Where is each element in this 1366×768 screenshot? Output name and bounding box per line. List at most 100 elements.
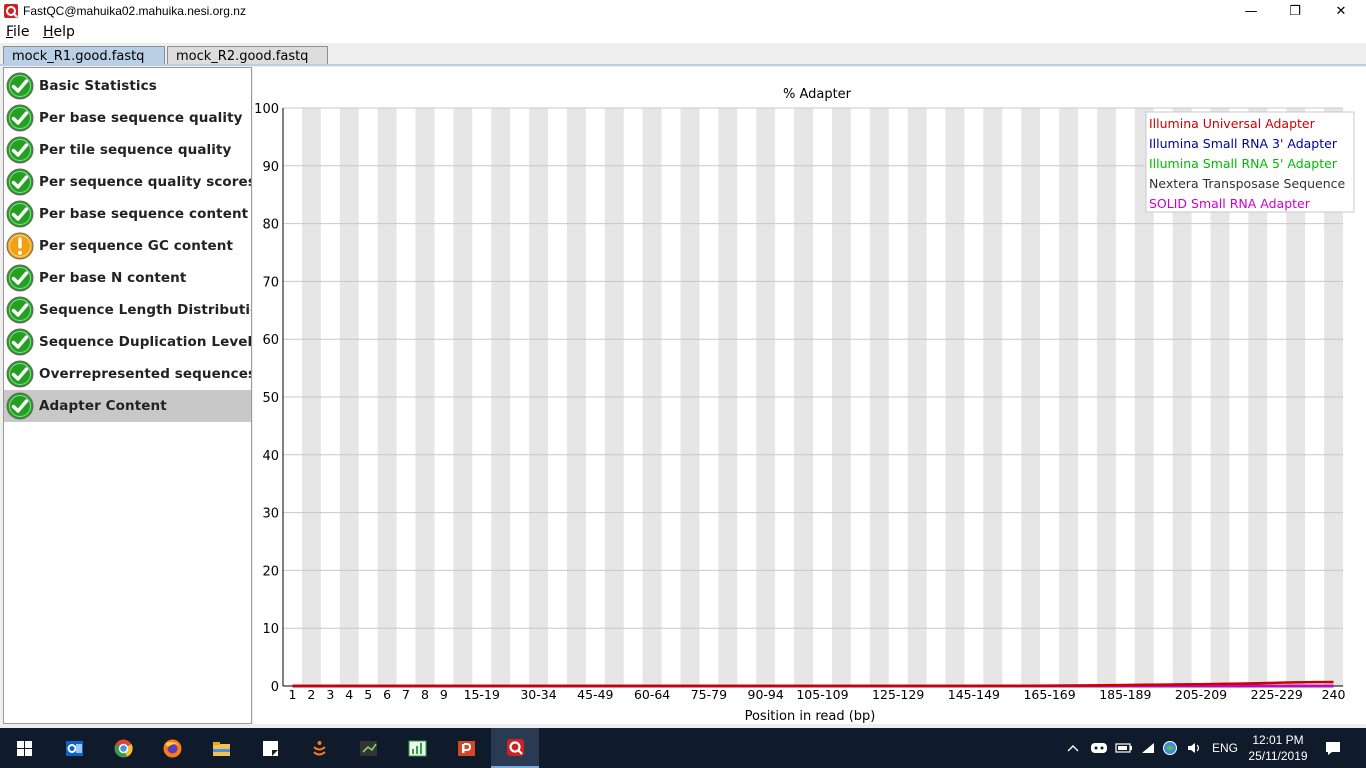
module-item[interactable]: Per tile sequence quality [4,134,251,166]
terminal-icon[interactable] [344,728,392,768]
module-label: Sequence Length Distribution [39,302,252,318]
minimize-button[interactable]: — [1244,3,1258,19]
x-tick-label: 30-34 [520,687,556,702]
fastqc-app-icon [4,4,18,18]
legend-entry: Illumina Universal Adapter [1149,116,1316,131]
module-item[interactable]: Per sequence GC content [4,230,251,262]
pass-check-icon [6,168,34,196]
firefox-icon[interactable] [148,728,196,768]
title-bar: FastQC@mahuika02.mahuika.nesi.org.nz — ❐… [0,0,1366,22]
battery-icon[interactable] [1115,728,1133,768]
module-label: Per base N content [39,270,187,286]
x-tick-label: 60-64 [634,687,670,702]
menu-file[interactable]: File [6,24,30,40]
notes-icon[interactable] [246,728,294,768]
pass-check-icon [6,136,34,164]
x-tick-label: 45-49 [577,687,613,702]
y-tick-label: 80 [262,218,279,233]
x-tick-label: 4 [345,687,353,702]
language-indicator[interactable]: ENG [1212,741,1239,755]
warning-icon [6,232,34,260]
pass-check-icon [6,200,34,228]
y-tick-label: 100 [254,102,279,117]
pass-check-icon [6,264,34,292]
legend-entry: Illumina Small RNA 3' Adapter [1149,136,1338,151]
windows-taskbar: ENG 12:01 PM 25/11/2019 [0,728,1366,768]
x-tick-label: 185-189 [1099,687,1151,702]
chart-app-icon[interactable] [393,728,441,768]
x-tick-label: 5 [364,687,372,702]
clock-date: 25/11/2019 [1248,749,1308,763]
x-tick-label: 2 [307,687,315,702]
outlook-icon[interactable] [50,728,98,768]
windows-start-icon[interactable] [0,728,48,768]
tab-mock-r1[interactable]: mock_R1.good.fastq [3,46,165,66]
chart-legend [1145,111,1355,213]
series-line-0 [292,680,1334,688]
module-label: Per base sequence content [39,206,249,222]
x-tick-label: 125-129 [872,687,924,702]
legend-entry: Nextera Transposase Sequence [1149,176,1346,191]
powerpoint-icon[interactable] [442,728,490,768]
tab-mock-r2[interactable]: mock_R2.good.fastq [167,46,328,66]
window-title: FastQC@mahuika02.mahuika.nesi.org.nz [23,4,246,18]
chart-title: % Adapter [783,87,852,102]
x-tick-label: 1 [288,687,296,702]
java-app-icon[interactable] [295,728,343,768]
chrome-icon[interactable] [99,728,147,768]
module-item[interactable]: Per sequence quality scores [4,166,251,198]
module-list: Basic Statistics Per base sequence qualit… [3,67,252,724]
module-item[interactable]: Per base N content [4,262,251,294]
module-label: Per sequence quality scores [39,174,252,190]
x-tick-label: 105-109 [796,687,848,702]
x-tick-label: 240 [1322,687,1346,702]
adapter-content-chart: 0 10 20 30 40 50 60 70 80 90 100 1 2 3 4 5 6 7 8 9 15-19 30-3… [253,67,1366,724]
x-axis-label: Position in read (bp) [745,709,876,724]
x-tick-label: 75-79 [691,687,727,702]
x-tick-label: 225-229 [1251,687,1303,702]
action-center-icon[interactable] [1324,728,1342,768]
module-item[interactable]: Overrepresented sequences [4,358,251,390]
x-tick-label: 15-19 [464,687,500,702]
discord-tray-icon[interactable] [1090,728,1108,768]
y-tick-label: 60 [262,333,279,348]
tray-up-arrow-icon[interactable] [1066,728,1080,768]
x-tick-label: 8 [421,687,429,702]
pass-check-icon [6,296,34,324]
module-item[interactable]: Per base sequence content [4,198,251,230]
maximize-button[interactable]: ❐ [1289,3,1301,19]
x-tick-label: 3 [326,687,334,702]
close-button[interactable]: ✕ [1335,3,1347,19]
module-item[interactable]: Adapter Content [4,390,251,422]
module-item[interactable]: Per base sequence quality [4,102,251,134]
network-globe-icon[interactable] [1162,728,1178,768]
legend-entry: Illumina Small RNA 5' Adapter [1149,156,1338,171]
menu-bar: File Help [0,22,1366,43]
module-item[interactable]: Basic Statistics [4,70,251,102]
module-item[interactable]: Sequence Duplication Levels [4,326,251,358]
legend-entry: SOLID Small RNA Adapter [1149,196,1311,211]
system-clock[interactable]: 12:01 PM 25/11/2019 [1244,732,1312,764]
module-label: Per sequence GC content [39,238,234,254]
x-tick-label: 7 [402,687,410,702]
menu-help[interactable]: Help [43,24,75,40]
y-tick-label: 10 [262,622,279,637]
chart-canvas: 0 10 20 30 40 50 60 70 80 90 100 1 2 3 4 5 6 7 8 9 15-19 30-3… [254,87,1355,724]
wifi-icon[interactable] [1140,728,1156,768]
pass-check-icon [6,392,34,420]
y-tick-label: 30 [262,507,279,522]
module-label: Per tile sequence quality [39,142,232,158]
pass-check-icon [6,104,34,132]
y-tick-label: 0 [271,680,279,695]
module-label: Per base sequence quality [39,110,243,126]
module-label: Basic Statistics [39,78,157,94]
x-tick-label: 205-209 [1175,687,1227,702]
module-item[interactable]: Sequence Length Distribution [4,294,251,326]
fastqc-icon[interactable] [491,728,539,768]
pass-check-icon [6,328,34,356]
volume-icon[interactable] [1186,728,1204,768]
x-tick-label: 90-94 [748,687,784,702]
file-explorer-icon[interactable] [197,728,245,768]
fastqc-window: FastQC@mahuika02.mahuika.nesi.org.nz — ❐… [0,0,1366,728]
module-label: Overrepresented sequences [39,366,252,382]
